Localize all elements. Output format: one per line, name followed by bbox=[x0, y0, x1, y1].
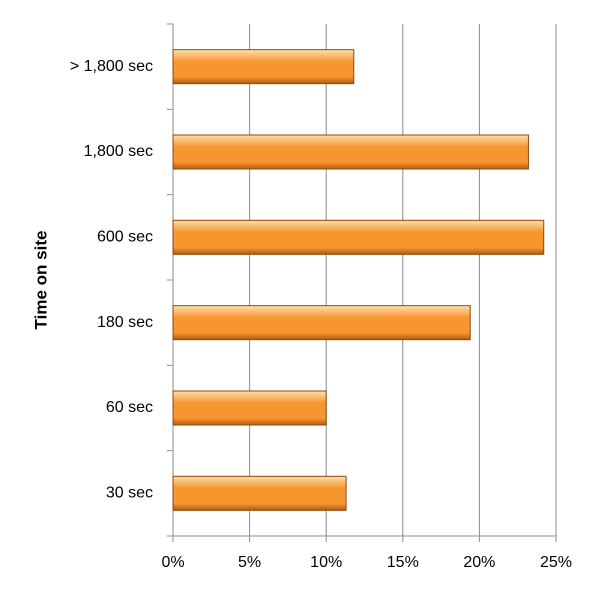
x-tick-label: 0% bbox=[161, 554, 184, 571]
y-tick-label: 60 sec bbox=[106, 399, 153, 416]
bar bbox=[172, 134, 529, 170]
y-tick-label: 600 sec bbox=[97, 229, 153, 246]
bar bbox=[172, 390, 327, 426]
y-tick-label: 1,800 sec bbox=[84, 143, 153, 160]
y-tick-label: > 1,800 sec bbox=[70, 58, 153, 75]
x-tick-label: 25% bbox=[540, 554, 572, 571]
x-tick-label: 15% bbox=[387, 554, 419, 571]
x-tick-label: 10% bbox=[310, 554, 342, 571]
y-tick-label: 180 sec bbox=[97, 314, 153, 331]
bar bbox=[172, 49, 355, 85]
x-tick-label: 5% bbox=[238, 554, 261, 571]
bar bbox=[172, 475, 347, 511]
x-tick-label: 20% bbox=[463, 554, 495, 571]
bar bbox=[172, 219, 545, 255]
bar bbox=[172, 305, 471, 341]
y-axis-title: Time on site bbox=[31, 231, 50, 330]
y-tick-label: 30 sec bbox=[106, 485, 153, 502]
